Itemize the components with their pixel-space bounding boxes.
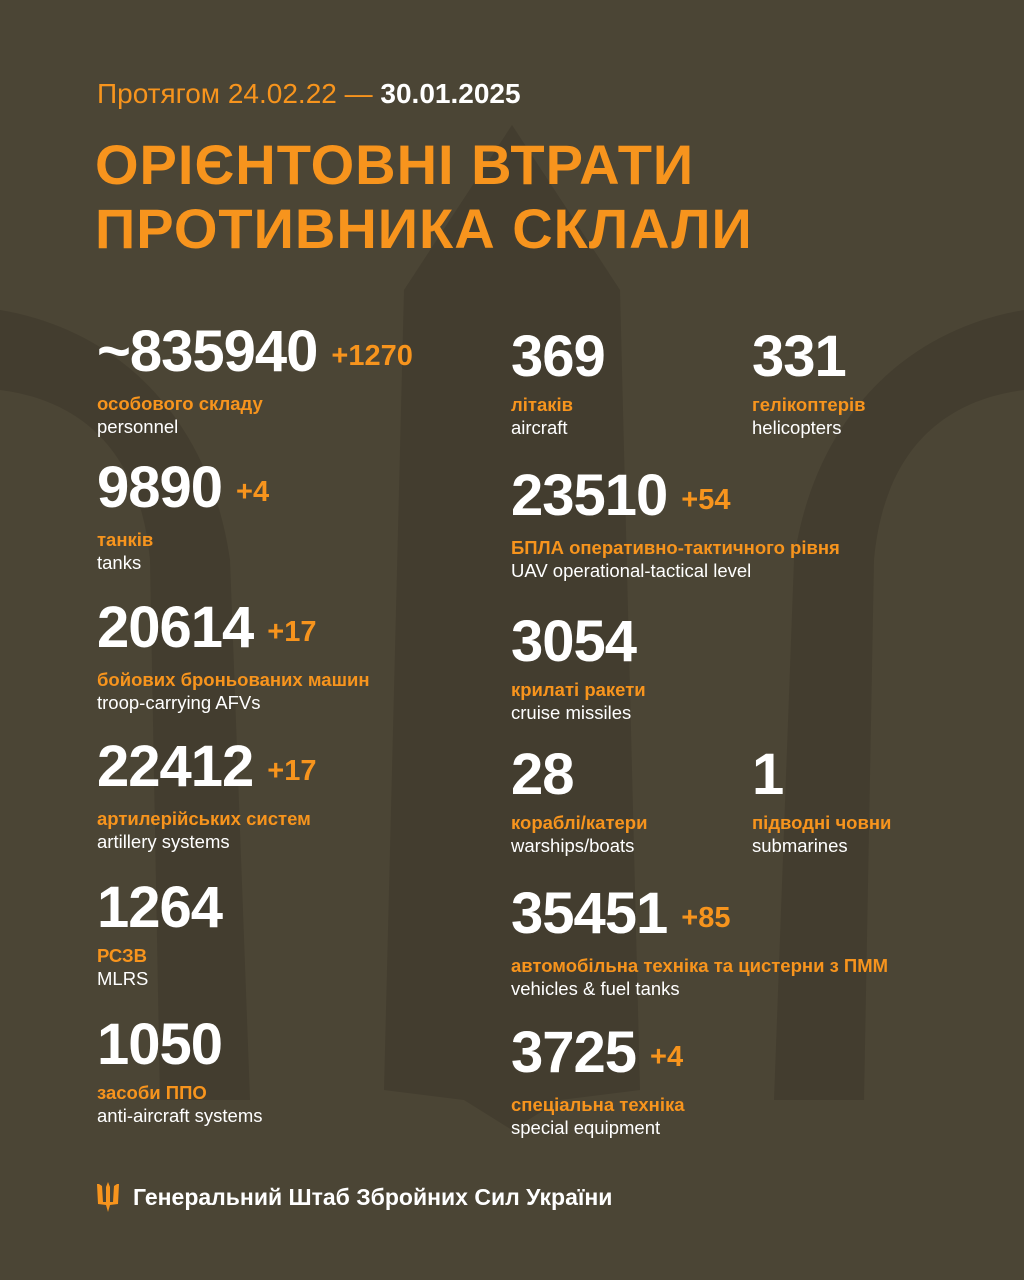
stat-value: 3054 [511, 612, 646, 672]
period-end: 30.01.2025 [380, 78, 521, 109]
footer-text: Генеральний Штаб Збройних Сил України [133, 1183, 613, 1210]
label-en: warships/boats [511, 835, 635, 856]
trident-icon [97, 1182, 119, 1212]
value: 20614 [97, 595, 254, 660]
label-en: personnel [97, 416, 179, 437]
label-en: tanks [97, 552, 142, 573]
title-line-2: ПРОТИВНИКА СКЛАЛИ [95, 197, 753, 260]
stat-anti-aircraft-systems: 1050 засоби ППО anti-aircraft systems [97, 1015, 263, 1127]
label-ua: артилерійських систем [97, 808, 311, 829]
value: 22412 [97, 734, 254, 799]
label-en: anti-aircraft systems [97, 1105, 263, 1126]
label-en: artillery systems [97, 831, 230, 852]
label-en: helicopters [752, 417, 842, 438]
value: 1050 [97, 1012, 223, 1077]
label-ua: БПЛА оперативно-тактичного рівня [511, 537, 840, 558]
label-ua: РСЗВ [97, 945, 147, 966]
label-ua: літаків [511, 394, 574, 415]
stat-submarines: 1 підводні човни submarines [752, 745, 891, 857]
stat-value: 20614 +17 [97, 598, 370, 662]
value: 9890 [97, 455, 223, 520]
stat-personnel: ~835940 +1270 особового складу personnel [97, 322, 413, 438]
title-line-1: ОРІЄНТОВНІ ВТРАТИ [95, 133, 695, 196]
value: 331 [752, 324, 847, 389]
daily-change: +17 [267, 755, 317, 787]
stat-value: ~835940 +1270 [97, 322, 413, 386]
stat-artillery-systems: 22412 +17 артилерійських систем artillery… [97, 737, 317, 853]
stat-value: 23510 +54 [511, 466, 840, 530]
label-ua: засоби ППО [97, 1082, 207, 1103]
stat-value: 3725 +4 [511, 1023, 685, 1087]
label-ua: бойових броньованих машин [97, 669, 370, 690]
stat-uav-operational-tactical-level: 23510 +54 БПЛА оперативно-тактичного рівн… [511, 466, 840, 582]
label-ua: особового складу [97, 393, 263, 414]
daily-change: +4 [236, 476, 270, 508]
label-en: aircraft [511, 417, 568, 438]
value: 28 [511, 742, 575, 807]
daily-change: +1270 [331, 340, 413, 372]
stat-value: 1264 [97, 875, 223, 940]
page-title: ОРІЄНТОВНІ ВТРАТИ ПРОТИВНИКА СКЛАЛИ [95, 133, 753, 261]
stat-special-equipment: 3725 +4 спеціальна техніка special equipm… [511, 1023, 685, 1139]
stat-vehicles-fuel-tanks: 35451 +85 автомобільна техніка та цистерн… [511, 884, 888, 1000]
label-en: vehicles & fuel tanks [511, 978, 680, 999]
label-ua: автомобільна техніка та цистерни з ПММ [511, 955, 889, 976]
value: 1 [752, 742, 784, 807]
stat-warships-boats: 28 кораблі/катери warships/boats [511, 745, 647, 857]
value: 23510 [511, 463, 668, 528]
value: 3054 [511, 609, 637, 674]
value: 369 [511, 324, 606, 389]
stat-value: 35451 +85 [511, 884, 888, 948]
stat-aircraft: 369 літаків aircraft [511, 324, 606, 439]
daily-change: +4 [650, 1041, 684, 1073]
stat-value: 331 [752, 327, 866, 387]
label-en: MLRS [97, 968, 149, 989]
daily-change: +54 [681, 484, 731, 516]
stat-value: 9890 +4 [97, 458, 269, 522]
stat-helicopters: 331 гелікоптерів helicopters [752, 327, 866, 439]
footer: Генеральний Штаб Збройних Сил України [97, 1182, 612, 1212]
stat-value: 22412 +17 [97, 737, 317, 801]
label-ua: крилаті ракети [511, 679, 646, 700]
stat-troop-carrying-afvs: 20614 +17 бойових броньованих машин troop… [97, 598, 370, 714]
label-en: cruise missiles [511, 702, 632, 723]
value: 35451 [511, 881, 668, 946]
daily-change: +17 [267, 616, 317, 648]
label-en: troop-carrying AFVs [97, 692, 261, 713]
label-ua: гелікоптерів [752, 394, 866, 415]
label-ua: танків [97, 529, 154, 550]
label-en: UAV operational-tactical level [511, 560, 752, 581]
label-ua: підводні човни [752, 812, 892, 833]
stat-tanks: 9890 +4 танків tanks [97, 458, 269, 574]
stat-value: 1050 [97, 1015, 263, 1075]
period: Протягом 24.02.22 — 30.01.2025 [97, 78, 521, 110]
value: ~835940 [97, 319, 318, 384]
period-start: Протягом 24.02.22 — [97, 78, 373, 109]
value: 3725 [511, 1020, 637, 1085]
stat-value: 28 [511, 745, 647, 805]
label-ua: спеціальна техніка [511, 1094, 685, 1115]
label-en: submarines [752, 835, 848, 856]
stat-cruise-missiles: 3054 крилаті ракети cruise missiles [511, 612, 646, 724]
label-ua: кораблі/катери [511, 812, 648, 833]
stat-value: 1 [752, 745, 891, 805]
stat-mlrs: 1264 РСЗВ MLRS [97, 875, 223, 990]
daily-change: +85 [681, 902, 731, 934]
value: 1264 [97, 875, 223, 940]
label-en: special equipment [511, 1117, 661, 1138]
stat-value: 369 [511, 324, 606, 389]
